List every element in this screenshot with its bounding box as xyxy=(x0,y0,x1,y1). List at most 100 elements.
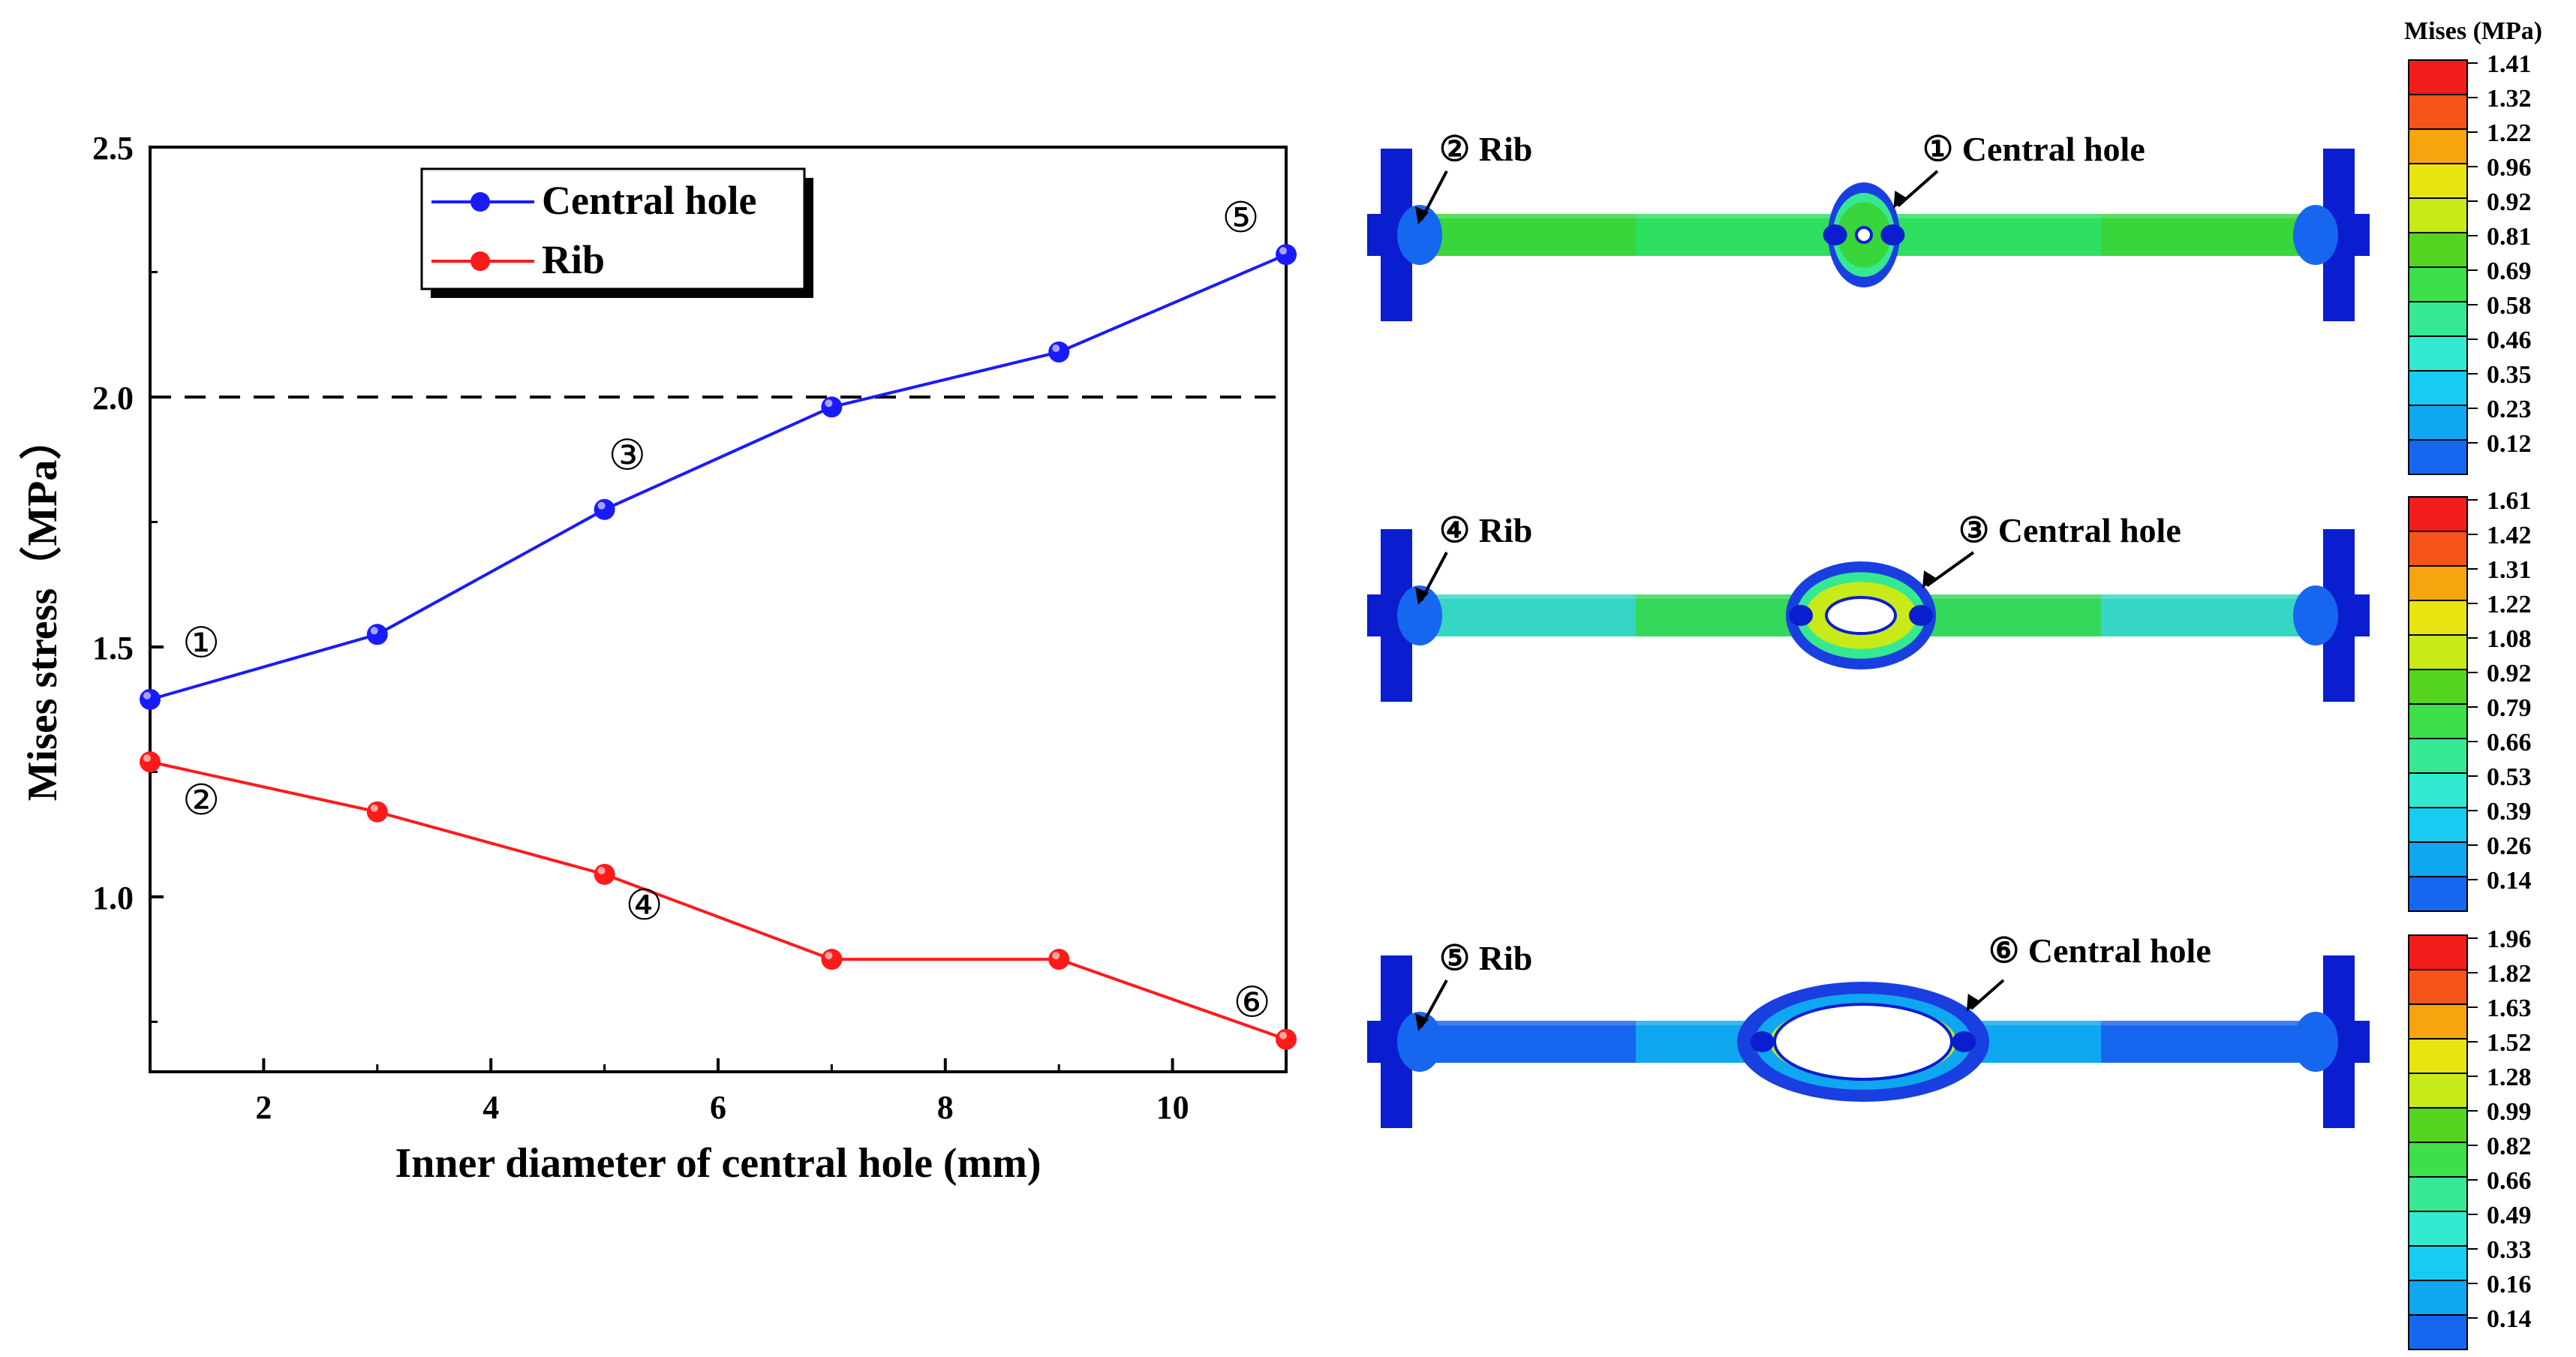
beam-segment xyxy=(2101,594,2323,636)
data-point xyxy=(366,624,388,645)
data-point-highlight xyxy=(370,804,378,812)
left-flange-lip xyxy=(1367,594,1390,636)
scale-cell xyxy=(2408,1142,2468,1178)
hole-arrow xyxy=(1925,551,1975,588)
scale-label: 0.58 xyxy=(2487,292,2532,320)
data-point xyxy=(821,949,843,970)
scale-label: 0.66 xyxy=(2487,1167,2532,1195)
data-point xyxy=(1276,1028,1297,1050)
simulation-panel-1: ② Rib ① Central hole Mises (MPa) 1.41 1.32 1.… xyxy=(1367,17,2542,475)
data-point-highlight xyxy=(143,754,151,763)
data-point-highlight xyxy=(1279,247,1287,255)
legend-label-rib: Rib xyxy=(542,237,605,282)
data-point xyxy=(140,688,161,710)
scale-label: 1.61 xyxy=(2487,487,2532,515)
scale-cell xyxy=(2408,1003,2468,1040)
scale-label: 0.16 xyxy=(2487,1271,2532,1298)
data-point xyxy=(594,498,615,520)
central-hole-label: ③ Central hole xyxy=(1958,511,2181,549)
left-flange-lip xyxy=(1367,214,1390,256)
y-tick-label: 2.5 xyxy=(92,130,134,167)
scale-cell xyxy=(2408,370,2468,406)
hole-side-concentration-left xyxy=(1750,1031,1775,1052)
scale-cell xyxy=(2408,703,2468,739)
scale-cell xyxy=(2408,496,2468,532)
scale-label: 1.22 xyxy=(2487,591,2532,618)
left-flange-lip xyxy=(1367,1021,1390,1063)
rib-label: ② Rib xyxy=(1439,130,1532,168)
scale-cell xyxy=(2408,1073,2468,1109)
scale-label: 1.42 xyxy=(2487,522,2532,549)
y-tick-label: 2.0 xyxy=(92,380,134,417)
y-axis-label: Mises stress（MPa） xyxy=(19,418,66,802)
scale-label: 0.69 xyxy=(2487,257,2532,285)
scale-cell xyxy=(2408,1314,2468,1350)
data-point xyxy=(821,396,843,418)
x-tick-label: 10 xyxy=(1156,1089,1189,1126)
scale-label: 1.08 xyxy=(2487,625,2532,653)
data-point-highlight xyxy=(825,399,833,408)
rib-label: ④ Rib xyxy=(1439,511,1532,549)
scale-label: 0.92 xyxy=(2487,660,2532,688)
point-annotation: ① xyxy=(182,620,220,666)
data-point-highlight xyxy=(1052,952,1060,960)
central-hole-label: ⑥ Central hole xyxy=(1988,931,2211,970)
hole-side-concentration-right xyxy=(1880,224,1905,245)
scale-cell xyxy=(2408,876,2468,912)
x-tick-label: 8 xyxy=(937,1089,954,1126)
data-point-highlight xyxy=(1279,1031,1287,1040)
scale-label: 0.96 xyxy=(2487,154,2532,182)
data-point-highlight xyxy=(370,627,378,635)
scale-label: 1.31 xyxy=(2487,556,2532,584)
rib-stress-zone-left xyxy=(1397,585,1442,645)
rib-arrow-head xyxy=(1415,1013,1429,1031)
right-flange-lip xyxy=(2347,1021,2370,1063)
data-point-highlight xyxy=(1052,345,1060,353)
scale-label: 0.66 xyxy=(2487,729,2532,757)
data-point xyxy=(140,751,161,773)
scale-cell xyxy=(2408,1245,2468,1281)
x-tick-label: 4 xyxy=(482,1089,499,1126)
data-point-highlight xyxy=(597,866,606,874)
scale-cell xyxy=(2408,1176,2468,1212)
beam-segment xyxy=(1412,1021,1636,1063)
scale-cell xyxy=(2408,969,2468,1005)
scale-label: 0.46 xyxy=(2487,326,2532,354)
scale-cell xyxy=(2408,266,2468,302)
series-group xyxy=(140,244,1297,1050)
beam-segment xyxy=(2101,1021,2323,1063)
central-hole xyxy=(1855,226,1873,244)
scale-title: Mises (MPa) xyxy=(2404,17,2542,45)
scale-cell xyxy=(2408,301,2468,337)
scale-label: 0.99 xyxy=(2487,1098,2532,1126)
scale-label: 1.28 xyxy=(2487,1064,2532,1091)
scale-label: 0.26 xyxy=(2487,832,2532,860)
scale-label: 0.39 xyxy=(2487,798,2532,826)
scale-cell xyxy=(2408,197,2468,233)
rib-stress-zone-left xyxy=(1397,205,1442,265)
scale-cell xyxy=(2408,163,2468,199)
scale-label: 0.92 xyxy=(2487,188,2532,216)
legend-label-central-hole: Central hole xyxy=(542,178,756,223)
data-point-highlight xyxy=(143,691,151,700)
point-annotation: ⑤ xyxy=(1222,195,1259,242)
hole-arrow xyxy=(1970,979,2005,1010)
scale-label: 1.22 xyxy=(2487,119,2532,147)
data-point xyxy=(1276,244,1297,266)
legend-marker-central-hole xyxy=(470,192,490,212)
scale-label: 1.82 xyxy=(2487,960,2532,988)
scale-cell xyxy=(2408,565,2468,601)
x-tick-label: 6 xyxy=(710,1089,726,1126)
rib-stress-zone-right xyxy=(2293,1012,2338,1072)
beam-segment xyxy=(1412,594,1636,636)
x-tick-label: 2 xyxy=(255,1089,272,1126)
annotations: ① ② ③ ④ ⑤ ⑥ xyxy=(182,195,1271,1027)
legend-marker-rib xyxy=(470,251,490,271)
hole-side-concentration-right xyxy=(1952,1031,1976,1052)
beam-segment xyxy=(2101,214,2323,256)
hole-arrow xyxy=(1897,170,1939,207)
scale-cell xyxy=(2408,335,2468,372)
x-axis-label: Inner diameter of central hole (mm) xyxy=(395,1140,1041,1187)
scale-cell xyxy=(2408,600,2468,636)
central-hole-label: ① Central hole xyxy=(1922,130,2145,168)
